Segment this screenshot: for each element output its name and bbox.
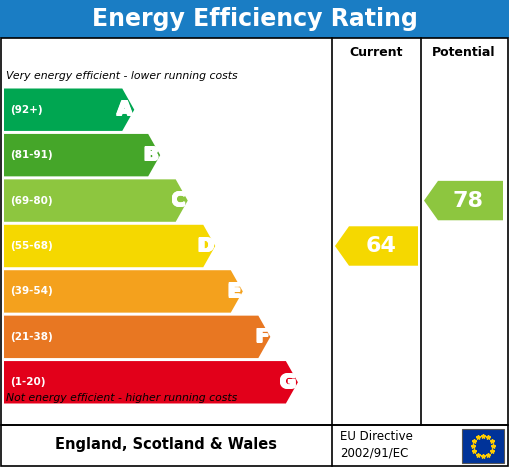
Text: C: C — [171, 192, 185, 211]
Text: (39-54): (39-54) — [10, 286, 53, 297]
Text: D: D — [196, 236, 212, 255]
Text: Not energy efficient - higher running costs: Not energy efficient - higher running co… — [6, 393, 237, 403]
Text: C: C — [172, 190, 186, 209]
Text: F: F — [255, 326, 268, 346]
Text: D: D — [196, 237, 212, 256]
Text: C: C — [171, 191, 185, 210]
Polygon shape — [4, 134, 160, 177]
Polygon shape — [424, 181, 503, 220]
Polygon shape — [4, 361, 298, 403]
Text: E: E — [227, 281, 240, 300]
Text: D: D — [198, 236, 214, 255]
Bar — [332, 38, 506, 66]
Text: F: F — [256, 327, 269, 347]
Text: (21-38): (21-38) — [10, 332, 53, 342]
Polygon shape — [4, 270, 243, 312]
Text: E: E — [229, 283, 242, 302]
Text: A: A — [118, 100, 133, 119]
Polygon shape — [4, 225, 215, 267]
Text: (55-68): (55-68) — [10, 241, 53, 251]
Text: E: E — [228, 283, 241, 302]
Text: C: C — [172, 192, 186, 211]
Text: G: G — [279, 373, 295, 392]
Text: E: E — [229, 281, 242, 300]
Text: Current: Current — [350, 45, 403, 58]
Bar — [1, 38, 508, 425]
Text: F: F — [255, 327, 268, 347]
Text: G: G — [279, 372, 295, 391]
Text: A: A — [117, 101, 131, 120]
Text: England, Scotland & Wales: England, Scotland & Wales — [55, 438, 277, 453]
Text: F: F — [255, 328, 268, 347]
Text: F: F — [254, 327, 268, 347]
Text: G: G — [280, 374, 296, 393]
Text: (92+): (92+) — [10, 105, 43, 115]
Text: D: D — [197, 236, 213, 255]
Text: B: B — [143, 147, 157, 165]
Text: D: D — [197, 237, 213, 256]
Text: Potential: Potential — [432, 45, 495, 58]
Text: C: C — [171, 190, 185, 209]
Bar — [1, 425, 508, 466]
Polygon shape — [4, 89, 134, 131]
Text: G: G — [280, 374, 297, 393]
Text: D: D — [198, 237, 214, 256]
Text: EU Directive
2002/91/EC: EU Directive 2002/91/EC — [340, 430, 413, 460]
Text: F: F — [254, 328, 268, 347]
Text: C: C — [172, 191, 186, 210]
Text: C: C — [172, 192, 186, 211]
Text: F: F — [256, 326, 269, 346]
Text: E: E — [228, 282, 241, 301]
Text: B: B — [144, 145, 159, 164]
Text: A: A — [117, 99, 131, 119]
Text: (81-91): (81-91) — [10, 150, 52, 160]
Text: A: A — [118, 101, 133, 120]
Text: A: A — [117, 101, 132, 120]
Text: G: G — [280, 372, 296, 391]
Text: B: B — [144, 146, 158, 165]
Text: Very energy efficient - lower running costs: Very energy efficient - lower running co… — [6, 71, 238, 81]
Text: 78: 78 — [453, 191, 484, 211]
Text: E: E — [229, 282, 242, 301]
Text: B: B — [143, 145, 157, 164]
Text: Energy Efficiency Rating: Energy Efficiency Rating — [92, 7, 417, 31]
Text: E: E — [227, 282, 240, 301]
Text: E: E — [227, 283, 240, 302]
Text: D: D — [198, 236, 214, 255]
Text: B: B — [144, 145, 158, 164]
Text: (69-80): (69-80) — [10, 196, 52, 205]
Text: B: B — [144, 146, 159, 165]
Text: F: F — [254, 326, 268, 346]
Text: D: D — [197, 236, 213, 255]
Text: G: G — [280, 373, 297, 392]
Text: A: A — [118, 99, 133, 119]
Polygon shape — [4, 316, 270, 358]
Text: B: B — [144, 147, 159, 165]
Polygon shape — [4, 179, 188, 222]
Text: G: G — [280, 372, 297, 391]
Text: B: B — [143, 146, 157, 165]
Text: C: C — [172, 190, 186, 209]
Text: A: A — [117, 99, 132, 119]
Polygon shape — [335, 226, 418, 266]
Text: B: B — [144, 147, 158, 165]
Text: G: G — [279, 374, 295, 393]
Text: (1-20): (1-20) — [10, 377, 45, 387]
Bar — [462, 429, 504, 463]
Text: C: C — [172, 191, 186, 210]
Bar — [0, 0, 509, 38]
Text: E: E — [228, 281, 241, 300]
Text: F: F — [256, 328, 269, 347]
Text: G: G — [280, 373, 296, 392]
Text: A: A — [117, 100, 132, 119]
Text: 64: 64 — [366, 236, 397, 256]
Text: A: A — [117, 100, 131, 119]
Text: D: D — [196, 236, 212, 255]
